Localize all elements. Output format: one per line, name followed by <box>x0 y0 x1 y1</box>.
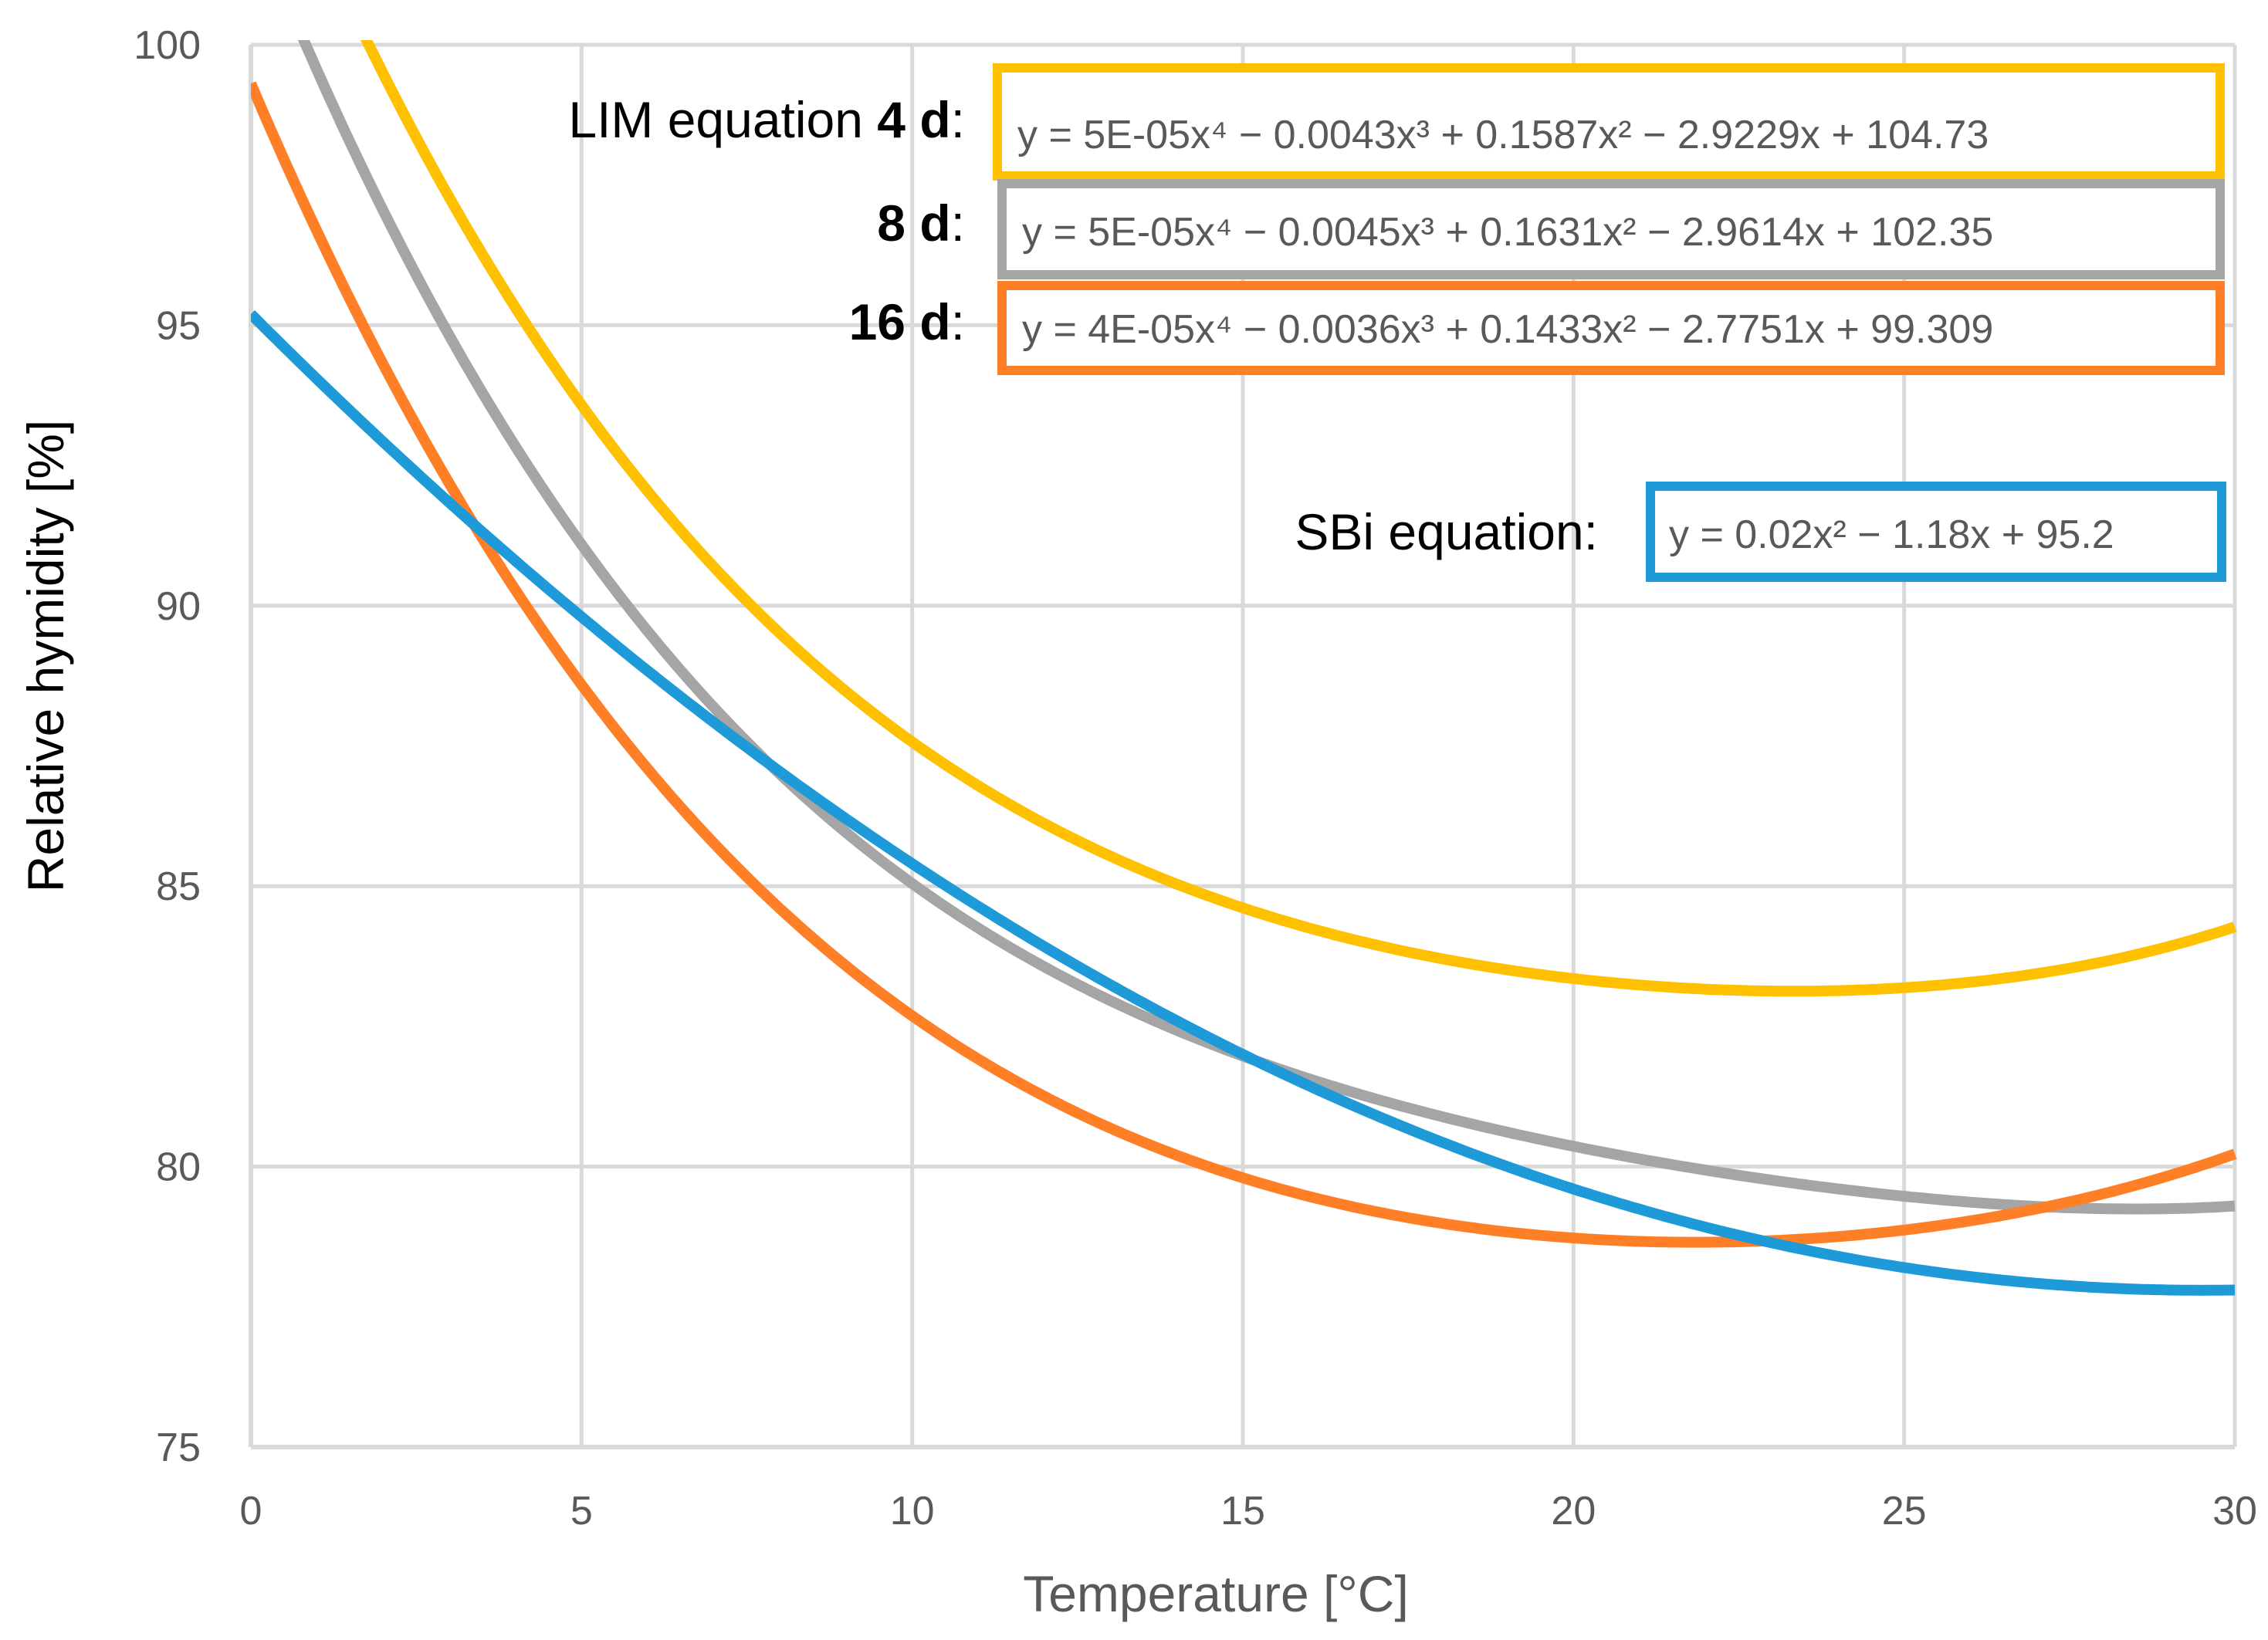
lim-16d-label: 16 d: <box>849 293 965 350</box>
series-line-sbi <box>251 309 2236 1296</box>
plot-frame <box>249 45 2235 1449</box>
tick-layer: 0 5 10 15 20 25 30 75 80 85 90 95 100 <box>134 23 2257 1533</box>
series-layer <box>251 40 2237 1296</box>
lim-8d-label: 8 d: <box>877 194 965 252</box>
lim-4d-label: LIM equation 4 d: <box>568 91 965 148</box>
lim-4d-colon: : <box>951 91 965 148</box>
x-tick-label: 15 <box>1220 1489 1265 1533</box>
lim-4d-equation-box <box>993 63 2225 181</box>
y-tick-label: 85 <box>156 864 201 909</box>
lim-8d-equation: y = 5E-05x⁴ − 0.0045x³ + 0.1631x² − 2.96… <box>1022 210 1993 255</box>
x-tick-label: 10 <box>890 1489 935 1533</box>
lim-16d-days: 16 d <box>849 293 951 350</box>
x-tick-label: 30 <box>2212 1489 2257 1533</box>
x-tick-label: 20 <box>1551 1489 1596 1533</box>
x-axis-label: Temperature [°C] <box>1023 1565 1409 1622</box>
lim-8d-equation-box <box>997 179 2225 279</box>
x-tick-label: 5 <box>570 1489 593 1533</box>
y-tick-label: 90 <box>156 584 201 629</box>
sbi-label: SBi equation: <box>1295 503 1598 560</box>
sbi-equation-box <box>1646 482 2226 582</box>
lim-8d-colon: : <box>951 194 965 252</box>
x-tick-label: 0 <box>240 1489 262 1533</box>
y-tick-label: 75 <box>156 1425 201 1470</box>
lim-prefix: LIM equation <box>568 91 877 148</box>
lim-4d-equation: y = 5E-05x⁴ − 0.0043x³ + 0.1587x² − 2.92… <box>1017 113 1989 157</box>
lim-16d-equation: y = 4E-05x⁴ − 0.0036x³ + 0.1433x² − 2.77… <box>1022 307 1993 352</box>
series-line-lim-16-d <box>251 81 2237 1248</box>
lim-4d-days: 4 d <box>877 91 950 148</box>
equation-annotations: LIM equation 4 d: 8 d: 16 d: SBi equatio… <box>568 63 2226 582</box>
series-line-lim-4-d <box>360 40 2237 997</box>
lim-16d-equation-box <box>997 281 2225 375</box>
x-tick-label: 25 <box>1882 1489 1927 1533</box>
sbi-equation: y = 0.02x² − 1.18x + 95.2 <box>1669 512 2114 557</box>
y-axis-label: Relative hymidity [%] <box>17 420 74 893</box>
lim-16d-colon: : <box>951 293 965 350</box>
lim-8d-days: 8 d <box>877 194 950 252</box>
y-tick-label: 100 <box>134 23 201 68</box>
y-tick-label: 80 <box>156 1145 201 1190</box>
y-tick-label: 95 <box>156 303 201 348</box>
